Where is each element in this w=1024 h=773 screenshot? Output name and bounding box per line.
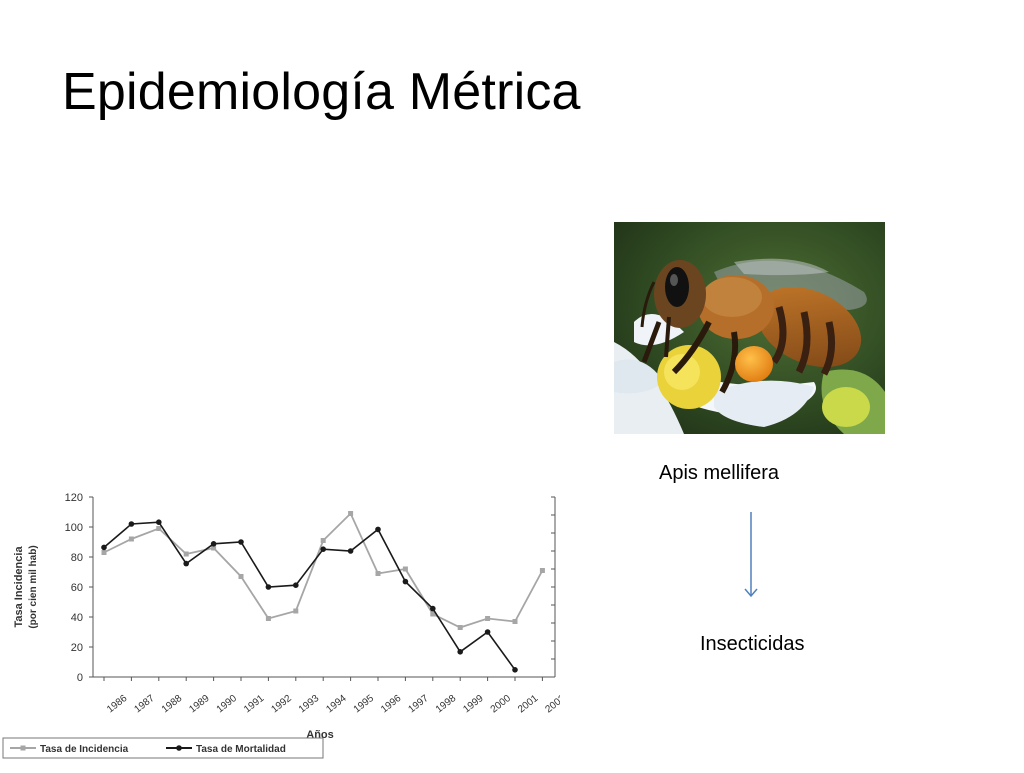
data-point-mortalidad — [484, 629, 491, 635]
x-tick-label: 1988 — [160, 693, 185, 716]
data-point-incidencia — [238, 574, 244, 579]
series-line-incidencia — [103, 511, 544, 629]
data-point-mortalidad — [238, 539, 244, 545]
left-tick-label: 40 — [71, 612, 83, 624]
epidemiology-line-chart: 0204060801001200,00,10,10,20,20,30,30,40… — [0, 483, 618, 768]
data-point-incidencia — [375, 571, 381, 576]
data-point-mortalidad — [128, 521, 135, 527]
left-tick-label: 0 — [77, 672, 83, 684]
data-point-incidencia — [430, 611, 436, 617]
x-tick-label: 1997 — [406, 693, 431, 716]
left-tick-label: 80 — [71, 552, 83, 564]
x-tick-label: 1996 — [379, 693, 404, 716]
data-point-incidencia — [128, 536, 134, 542]
x-tick-label: 1993 — [297, 693, 322, 716]
x-tick-label: 1991 — [242, 693, 267, 716]
data-point-incidencia — [539, 568, 545, 573]
data-point-incidencia — [457, 625, 463, 630]
x-tick-label: 1995 — [352, 693, 377, 716]
data-point-mortalidad — [512, 667, 518, 673]
data-point-mortalidad — [101, 544, 107, 551]
data-point-mortalidad — [402, 578, 409, 585]
data-point-incidencia — [348, 511, 354, 516]
down-arrow-icon — [741, 512, 761, 600]
x-tick-label: 2002 — [543, 693, 560, 716]
data-point-mortalidad — [293, 582, 299, 588]
data-point-incidencia — [293, 608, 299, 614]
data-point-incidencia — [183, 551, 189, 557]
data-point-incidencia — [101, 550, 107, 555]
data-point-mortalidad — [457, 649, 464, 655]
x-tick-label: 2000 — [489, 693, 514, 716]
x-tick-label: 1998 — [434, 693, 459, 716]
data-point-mortalidad — [156, 519, 162, 525]
data-point-incidencia — [265, 616, 271, 621]
left-tick-label: 20 — [71, 642, 83, 654]
data-point-incidencia — [156, 526, 162, 531]
left-y-axis-label: Tasa Incidencia — [13, 546, 25, 628]
species-caption: Apis mellifera — [659, 462, 780, 484]
x-tick-label: 1989 — [187, 693, 212, 716]
left-tick-label: 100 — [65, 522, 83, 534]
data-point-mortalidad — [320, 546, 327, 552]
data-point-incidencia — [320, 538, 326, 543]
left-tick-label: 60 — [71, 582, 83, 594]
data-point-mortalidad — [265, 584, 272, 590]
series-line-mortalidad — [103, 521, 516, 671]
x-tick-label: 1990 — [215, 693, 240, 716]
data-point-incidencia — [512, 619, 518, 624]
x-tick-label: 2001 — [516, 693, 541, 716]
x-tick-label: 1987 — [132, 693, 157, 716]
x-tick-label: 1994 — [324, 693, 349, 716]
x-tick-label: 1992 — [269, 693, 294, 716]
legend-box — [2, 737, 324, 759]
legend-label-incidencia: Tasa de Incidencia — [40, 744, 129, 755]
legend-label-mortalidad: Tasa de Mortalidad — [196, 744, 286, 755]
legend-marker-mortalidad — [176, 745, 182, 751]
left-tick-label: 120 — [65, 492, 83, 504]
x-tick-label: 1986 — [105, 693, 130, 716]
data-point-incidencia — [485, 616, 491, 621]
data-point-mortalidad — [347, 548, 354, 554]
bee-photo — [614, 222, 885, 434]
slide-title: Epidemiología Métrica — [62, 63, 581, 121]
data-point-mortalidad — [375, 526, 381, 533]
legend-marker-incidencia — [20, 745, 26, 751]
x-tick-label: 1999 — [461, 693, 486, 716]
data-point-incidencia — [402, 566, 408, 572]
data-point-mortalidad — [210, 541, 217, 547]
left-y-axis-sublabel: (por cien mil hab) — [28, 545, 39, 628]
data-point-mortalidad — [183, 560, 189, 567]
data-point-mortalidad — [430, 605, 436, 612]
insecticides-label: Insecticidas — [700, 633, 805, 655]
data-point-incidencia — [211, 545, 217, 551]
